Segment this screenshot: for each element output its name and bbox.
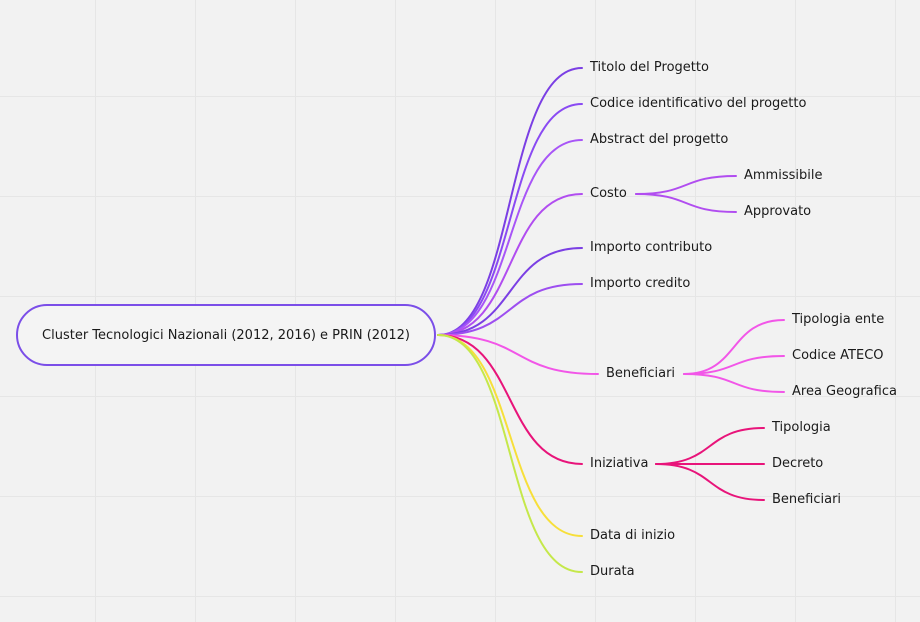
root-label: Cluster Tecnologici Nazionali (2012, 201…: [42, 327, 410, 343]
node-iniziativa[interactable]: Iniziativa: [590, 456, 649, 471]
connector-data-inizio: [437, 334, 583, 537]
connector-codice: [437, 103, 583, 336]
node-beneficiari[interactable]: Beneficiari: [606, 366, 676, 381]
node-iniziativa-child-2[interactable]: Decreto: [772, 456, 824, 471]
connector-iniziativa: [437, 334, 583, 465]
node-importo-credito[interactable]: Importo credito: [590, 276, 691, 291]
node-costo-child-1[interactable]: Ammissibile: [744, 168, 823, 183]
connector-beneficiari-child-1: [683, 319, 785, 375]
connector-durata: [437, 334, 583, 573]
node-iniziativa-child-3[interactable]: Beneficiari: [772, 492, 842, 507]
node-beneficiari-child-2[interactable]: Codice ATECO: [792, 348, 884, 363]
root-node[interactable]: Cluster Tecnologici Nazionali (2012, 201…: [16, 304, 436, 366]
node-iniziativa-child-1[interactable]: Tipologia: [772, 420, 831, 435]
connector-titolo: [437, 67, 583, 336]
connector-costo-child-1: [635, 175, 737, 195]
node-beneficiari-child-1[interactable]: Tipologia ente: [792, 312, 885, 327]
connector-abstract: [437, 139, 583, 336]
node-importo-contributo[interactable]: Importo contributo: [590, 240, 713, 255]
node-beneficiari-child-3[interactable]: Area Geografica: [792, 384, 897, 399]
node-durata[interactable]: Durata: [590, 564, 635, 579]
connector-costo-child-2: [635, 193, 737, 213]
connector-beneficiari-child-2: [683, 355, 785, 375]
node-costo[interactable]: Costo: [590, 186, 627, 201]
connector-beneficiari-child-3: [683, 373, 785, 393]
node-abstract[interactable]: Abstract del progetto: [590, 132, 729, 147]
connector-iniziativa-child-3: [655, 463, 765, 501]
connector-importo-contributo: [437, 247, 583, 336]
node-codice[interactable]: Codice identificativo del progetto: [590, 96, 807, 111]
node-data-inizio[interactable]: Data di inizio: [590, 528, 676, 543]
node-titolo[interactable]: Titolo del Progetto: [590, 60, 709, 75]
connector-beneficiari: [437, 334, 599, 375]
connector-iniziativa-child-1: [655, 427, 765, 465]
connector-costo: [437, 193, 583, 336]
node-costo-child-2[interactable]: Approvato: [744, 204, 812, 219]
connector-importo-credito: [437, 283, 583, 336]
